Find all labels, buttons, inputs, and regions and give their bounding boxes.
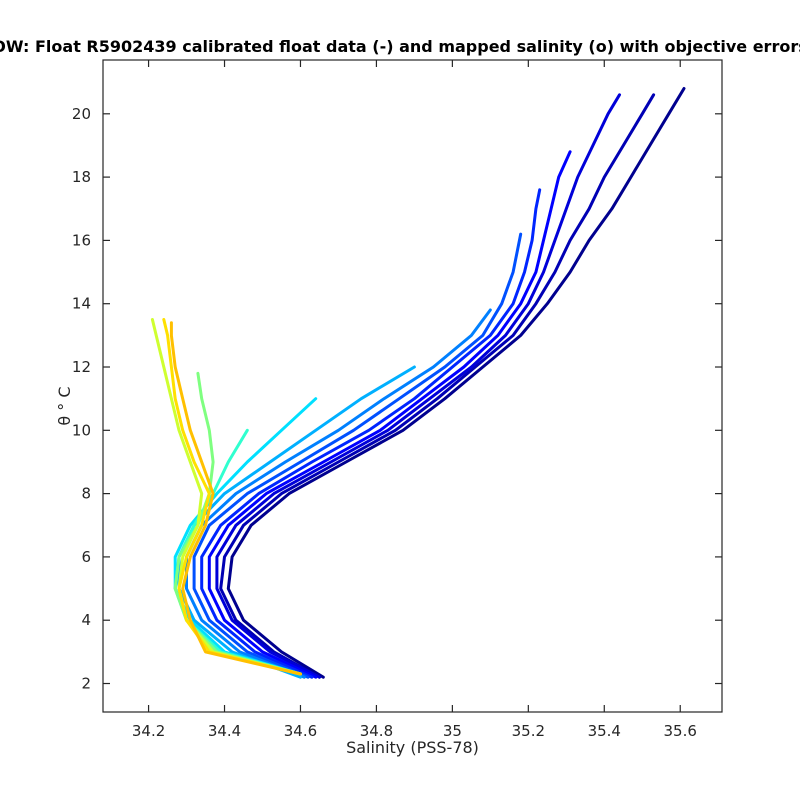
x-tick-label: 34.2 xyxy=(132,722,165,740)
y-tick-label: 8 xyxy=(81,485,91,503)
x-axis: 34.2 34.4 34.6 34.8 35 35.2 35.4 35.6 xyxy=(132,60,697,740)
plot-border xyxy=(102,59,723,713)
series-line-12 xyxy=(162,318,302,676)
series-line-5 xyxy=(192,232,523,679)
series-line-4 xyxy=(200,188,542,679)
x-tick-label: 35.2 xyxy=(512,722,545,740)
series-line-1 xyxy=(219,93,656,679)
y-tick-label: 4 xyxy=(81,611,91,629)
x-tick-label: 35.6 xyxy=(664,722,697,740)
y-tick-label: 16 xyxy=(72,231,91,249)
x-tick-label: 35.4 xyxy=(588,722,621,740)
series-line-13 xyxy=(169,321,302,676)
y-tick-label: 2 xyxy=(81,675,91,693)
y-tick-label: 14 xyxy=(72,295,91,313)
y-tick-label: 18 xyxy=(72,168,91,186)
x-axis-label: Salinity (PSS-78) xyxy=(346,738,479,757)
x-tick-label: 34.8 xyxy=(360,722,393,740)
series-line-6 xyxy=(185,308,492,679)
y-tick-label: 12 xyxy=(72,358,91,376)
y-axis-label: θ ° C xyxy=(55,386,74,425)
plot-area xyxy=(103,60,722,712)
series-line-0 xyxy=(226,87,686,679)
x-tick-label: 34.4 xyxy=(208,722,241,740)
series-layer xyxy=(150,87,686,679)
y-tick-label: 10 xyxy=(72,421,91,439)
series-line-2 xyxy=(215,93,621,679)
x-tick-label: 35 xyxy=(443,722,462,740)
series-line-3 xyxy=(207,150,572,679)
y-axis: 2 4 6 8 10 12 14 16 18 20 xyxy=(72,105,722,693)
x-tick-label: 34.6 xyxy=(284,722,317,740)
series-line-8 xyxy=(173,397,318,676)
y-tick-label: 6 xyxy=(81,548,91,566)
y-tick-label: 20 xyxy=(72,105,91,123)
chart-title: OW: Float R5902439 calibrated float data… xyxy=(0,37,800,56)
